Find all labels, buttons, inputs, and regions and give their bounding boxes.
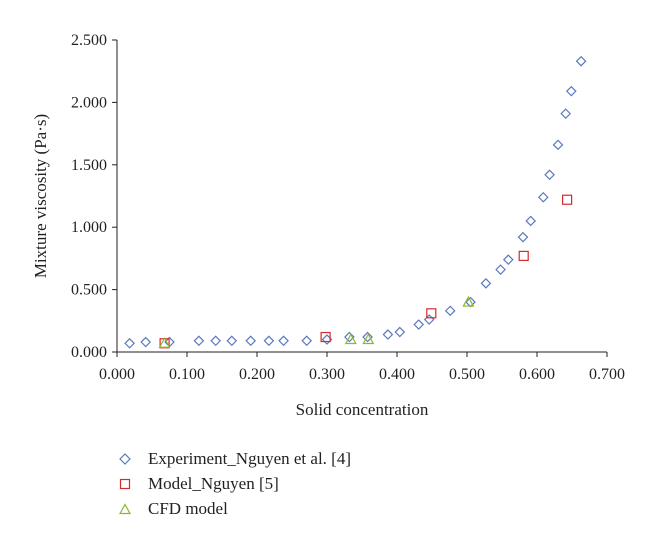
diamond-point — [502, 254, 514, 265]
diamond-marker-icon — [118, 452, 132, 466]
diamond-point — [495, 264, 506, 275]
triangle-point — [462, 295, 475, 307]
diamond-point — [362, 331, 373, 343]
x-ticks: 0.000 0.100 0.200 0.300 0.400 0.500 0.600 0.700 — [99, 352, 625, 383]
y-axis-title: Mixture viscosity (Pa·s) — [31, 114, 50, 278]
diamond-point — [394, 326, 406, 338]
diamond-point — [193, 335, 205, 347]
y-tick-label: 2.500 — [71, 32, 107, 49]
x-tick-label: 0.300 — [309, 366, 345, 383]
legend-item-model: Model_Nguyen [5] — [118, 471, 351, 496]
square-point — [320, 331, 331, 343]
y-tick-label: 0.000 — [71, 344, 107, 361]
diamond-point — [344, 331, 355, 343]
y-tick-label: 2.000 — [71, 94, 107, 111]
legend-item-cfd: CFD model — [118, 496, 351, 521]
diamond-point — [140, 336, 152, 348]
axes — [116, 40, 607, 353]
square-point — [426, 308, 437, 319]
x-tick-label: 0.000 — [99, 366, 135, 383]
x-tick-label: 0.700 — [589, 366, 625, 383]
square-point — [561, 194, 573, 205]
x-tick-label: 0.400 — [379, 366, 415, 383]
diamond-point — [525, 215, 537, 227]
triangle-marker-icon — [118, 502, 132, 516]
diamond-point — [423, 314, 435, 325]
diamond-point — [517, 231, 529, 243]
x-axis-title: Solid concentration — [296, 400, 429, 419]
legend-label: Model_Nguyen [5] — [148, 473, 279, 493]
diamond-point — [575, 55, 587, 67]
x-tick-label: 0.500 — [449, 366, 485, 383]
square-marker-icon — [118, 477, 132, 491]
diamond-point — [226, 335, 238, 347]
diamond-point — [560, 108, 572, 119]
diamond-point — [301, 335, 313, 347]
diamond-point — [537, 191, 549, 203]
y-tick-label: 1.000 — [71, 219, 107, 236]
diamond-point — [565, 85, 577, 97]
x-tick-label: 0.200 — [239, 366, 275, 383]
diamond-point — [413, 319, 425, 330]
diamond-point — [263, 335, 275, 347]
x-tick-label: 0.600 — [519, 366, 555, 383]
diamond-point — [444, 305, 456, 317]
y-tick-label: 1.500 — [71, 157, 107, 174]
triangle-point — [158, 337, 171, 348]
legend: Experiment_Nguyen et al. [4] Model_Nguye… — [118, 446, 351, 521]
diamond-point — [245, 335, 257, 347]
legend-label: Experiment_Nguyen et al. [4] — [148, 448, 351, 468]
legend-item-experiment: Experiment_Nguyen et al. [4] — [118, 446, 351, 471]
triangle-point — [362, 333, 375, 345]
diamond-point — [124, 337, 135, 349]
diamond-point — [544, 169, 555, 181]
diamond-point — [210, 335, 222, 347]
y-ticks: 0.000 0.500 1.000 1.500 2.000 2.500 — [71, 32, 117, 361]
legend-label: CFD model — [148, 498, 228, 518]
y-tick-label: 0.500 — [71, 282, 107, 299]
square-point — [518, 250, 529, 262]
plot-points — [124, 55, 587, 349]
x-tick-label: 0.100 — [169, 366, 205, 383]
diamond-point — [552, 139, 564, 151]
diamond-point — [480, 278, 492, 289]
triangle-point — [344, 333, 357, 345]
diamond-point — [382, 329, 394, 340]
diamond-point — [278, 335, 289, 347]
